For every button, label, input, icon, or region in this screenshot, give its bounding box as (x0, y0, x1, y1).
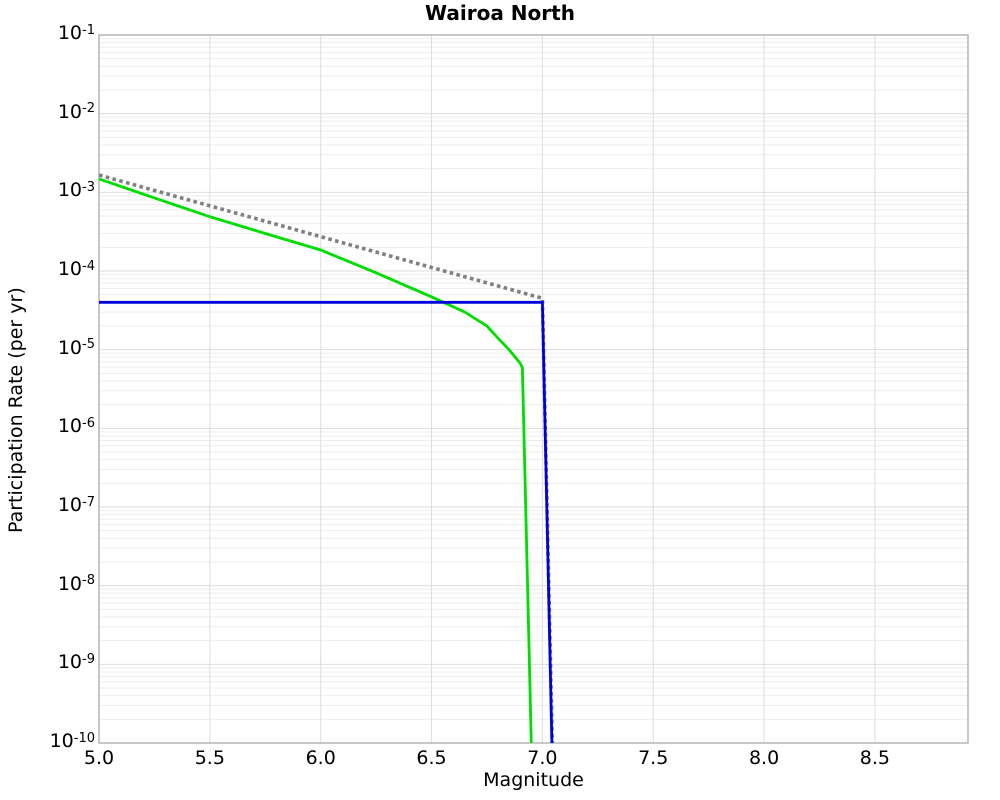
y-tick-label: 10-4 (57, 258, 95, 280)
x-tick-label: 7.5 (638, 747, 669, 769)
x-tick-label: 8.0 (748, 747, 780, 769)
y-tick-label: 10-10 (49, 730, 95, 752)
y-tick-label: 10-3 (57, 179, 95, 202)
x-tick-label: 6.0 (305, 747, 336, 769)
gray-dotted-line (98, 173, 555, 744)
x-axis-label: Magnitude (483, 769, 584, 791)
y-tick-label: 10-1 (57, 22, 95, 44)
x-tick-label: 8.5 (859, 747, 890, 769)
y-tick-label: 10-9 (57, 651, 95, 674)
y-tick-label: 10-5 (57, 336, 95, 359)
y-tick-label: 10-7 (57, 494, 95, 516)
plot-frame (98, 34, 969, 744)
blue-solid-line (99, 300, 554, 744)
x-tick-label: 7.0 (527, 747, 558, 769)
y-tick-label: 10-6 (57, 415, 95, 438)
x-tick-label: 5.0 (83, 747, 115, 769)
y-tick-label: 10-8 (57, 572, 95, 595)
y-tick-label: 10-2 (57, 100, 95, 123)
x-tick-label: 5.5 (194, 747, 225, 769)
x-tick-label: 6.5 (416, 747, 447, 769)
chart-title: Wairoa North (425, 1, 575, 25)
green-solid-line (98, 177, 533, 744)
